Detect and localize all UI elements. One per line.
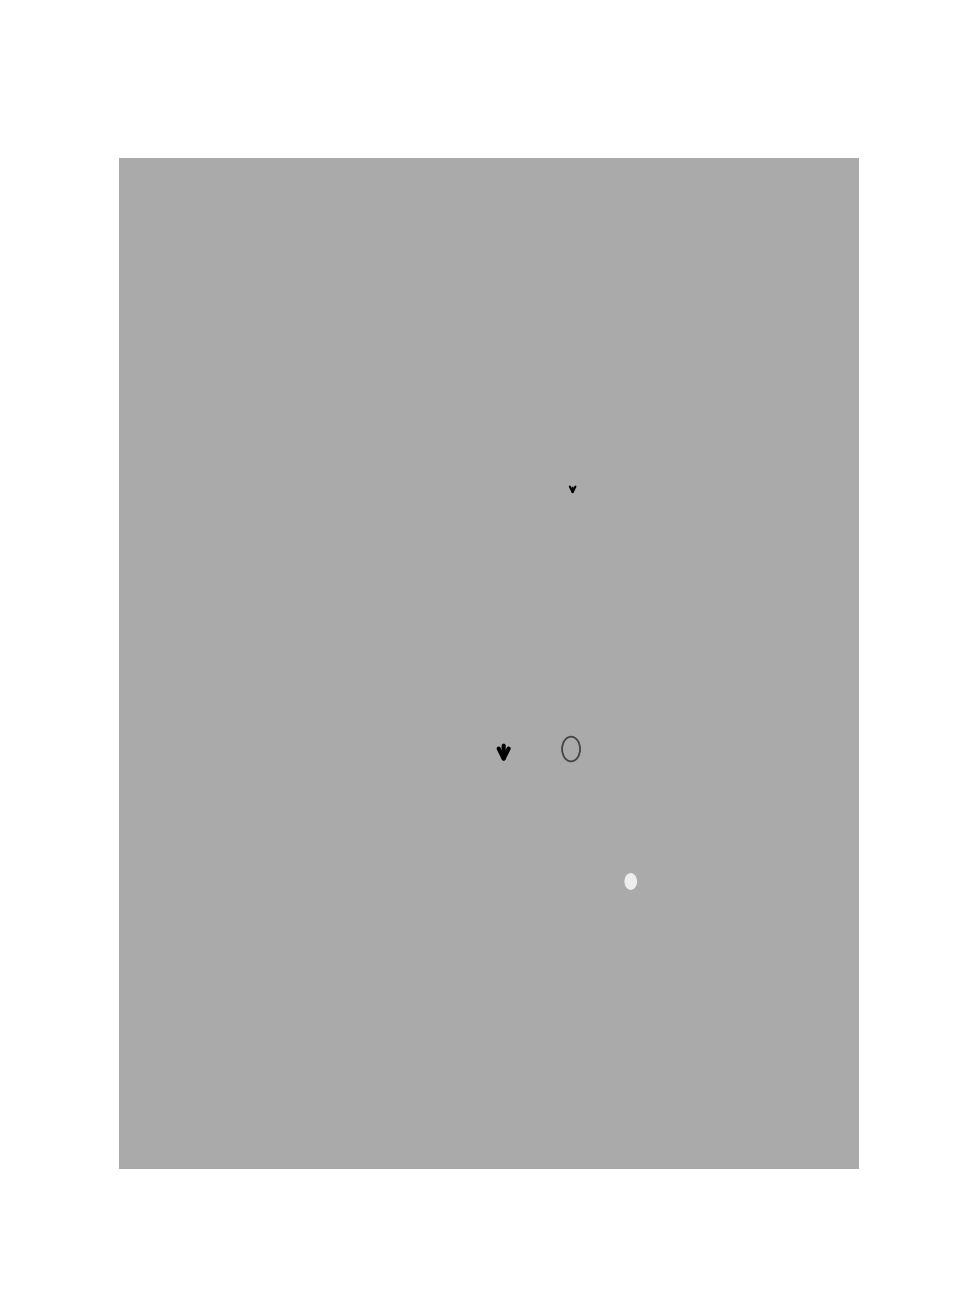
Text: 1/250: 1/250 — [566, 817, 598, 827]
Text: Vibration reduction: Vibration reduction — [604, 261, 749, 273]
Text: ⚡: ⚡ — [711, 306, 720, 317]
Text: •: • — [203, 866, 211, 878]
Text: Self-timer: Self-timer — [593, 591, 647, 600]
Text: 3: 3 — [166, 657, 187, 686]
Text: ↑: ↑ — [555, 530, 563, 540]
Text: seconds remaining before the shutter is: seconds remaining before the shutter is — [213, 765, 480, 778]
Text: release) is displayed (≁45). The self-timer ⌛ 10s and ⌛ 2s are not available.: release) is displayed (≁45). The self-ti… — [213, 586, 716, 599]
Text: ⌛ 10s: ⌛ 10s — [213, 530, 253, 543]
Text: Frame the picture and press the shutter-release button halfway.: Frame the picture and press the shutter-… — [193, 662, 845, 681]
Text: ⌛ 2s (two seconds): suitable for preventing camera: ⌛ 2s (two seconds): suitable for prevent… — [213, 544, 554, 556]
Text: Off: Off — [325, 275, 348, 288]
FancyBboxPatch shape — [469, 719, 537, 834]
Circle shape — [594, 855, 648, 929]
Text: ▣: ▣ — [555, 544, 564, 553]
Text: ⌛ 2s) and press the Ⓢ button.: ⌛ 2s) and press the Ⓢ button. — [193, 473, 484, 490]
Text: If the Ⓢ button is not pressed within a few seconds, the selection is set and th: If the Ⓢ button is not pressed within a … — [213, 616, 791, 629]
Text: turns OFF.: turns OFF. — [213, 850, 279, 863]
Text: ⌛ 2s: ⌛ 2s — [598, 519, 619, 528]
Text: ⌛10s: ⌛10s — [598, 509, 622, 519]
Text: OK: OK — [705, 365, 725, 378]
FancyBboxPatch shape — [553, 501, 593, 518]
FancyBboxPatch shape — [547, 452, 693, 607]
Text: Use the multi selector to select ⌛ 10s (or: Use the multi selector to select ⌛ 10s (… — [193, 456, 604, 473]
Circle shape — [681, 326, 749, 418]
Text: F5.6: F5.6 — [624, 817, 648, 827]
Text: •: • — [203, 689, 211, 702]
FancyBboxPatch shape — [596, 499, 641, 522]
Text: menu disappears.: menu disappears. — [213, 629, 333, 643]
Text: Shooting Features: Shooting Features — [125, 695, 135, 790]
Text: ⌛10s: ⌛10s — [555, 509, 579, 519]
Text: second before the shutter is released, the lamp: second before the shutter is released, t… — [213, 807, 531, 820]
Text: To change the time for self-timer, press ► before: To change the time for self-timer, press… — [213, 502, 537, 515]
Text: Press ◄ (⌛ self-timer) on the multi selector.: Press ◄ (⌛ self-timer) on the multi sele… — [193, 301, 548, 319]
Text: pressing the Ⓢ button.: pressing the Ⓢ button. — [213, 515, 361, 528]
Text: •: • — [203, 530, 211, 543]
FancyBboxPatch shape — [547, 719, 693, 834]
Text: ⌛ 2s: ⌛ 2s — [213, 544, 243, 556]
Text: •: • — [203, 502, 211, 515]
Text: [→]: [→] — [769, 364, 782, 372]
Text: way.: way. — [193, 735, 237, 753]
Text: •: • — [203, 616, 211, 629]
FancyBboxPatch shape — [547, 845, 693, 938]
Text: when using a tripod to stabilize the camera.: when using a tripod to stabilize the cam… — [348, 275, 647, 288]
FancyBboxPatch shape — [166, 897, 183, 913]
Text: 4: 4 — [166, 712, 187, 741]
Text: Set the focus and exposure.: Set the focus and exposure. — [213, 689, 400, 702]
FancyBboxPatch shape — [548, 590, 692, 606]
Text: Using the Self-timer: Using the Self-timer — [166, 205, 418, 226]
FancyBboxPatch shape — [674, 723, 688, 729]
Circle shape — [561, 737, 579, 761]
Text: •: • — [203, 752, 211, 765]
Text: ⌛ 10s (ten seconds): suitable for group pictures.: ⌛ 10s (ten seconds): suitable for group … — [213, 530, 534, 543]
Text: OFF: OFF — [244, 850, 274, 863]
Text: Off: Off — [555, 557, 569, 568]
Text: Press the shutter-release button all the: Press the shutter-release button all the — [193, 717, 595, 736]
Text: When using the self-timer, use of a tripod is recommended. Set: When using the self-timer, use of a trip… — [166, 261, 594, 273]
FancyBboxPatch shape — [119, 612, 141, 904]
Text: ⌛: ⌛ — [649, 363, 655, 373]
Text: The mode selected for the self-timer is displayed.: The mode selected for the self-timer is … — [213, 602, 544, 615]
Text: ℹ: ℹ — [172, 907, 176, 921]
Text: See “Self-timer: after release” (≁04) for more information.: See “Self-timer: after release” (≁04) fo… — [166, 922, 532, 936]
Text: press the shutter-release button again.: press the shutter-release button again. — [213, 879, 474, 892]
Circle shape — [699, 348, 732, 394]
Text: •: • — [203, 573, 211, 586]
Text: Pet portrait: Pet portrait — [315, 573, 403, 586]
Text: stops blinking and remains lit.: stops blinking and remains lit. — [213, 821, 415, 833]
Text: •: • — [203, 602, 211, 615]
Text: ⌛10: ⌛10 — [554, 473, 574, 482]
Text: while the timer is counting down. About one: while the timer is counting down. About … — [213, 792, 510, 805]
Text: The self-timer starts, and the number of: The self-timer starts, and the number of — [213, 752, 481, 765]
Text: 1: 1 — [166, 294, 187, 323]
Text: The self-timer is suitable for taking group pictures and reducing the vibration : The self-timer is suitable for taking gr… — [166, 233, 721, 246]
Text: 2: 2 — [166, 451, 187, 480]
Text: •: • — [203, 836, 211, 849]
Circle shape — [624, 874, 636, 890]
Text: When the shutter is released, the self-timer: When the shutter is released, the self-t… — [213, 836, 504, 849]
Text: shake.: shake. — [213, 557, 256, 570]
Text: the shutter-release button is pressed.: the shutter-release button is pressed. — [166, 247, 416, 260]
Text: When the shooting mode is set to Pet portrait in scene mode, ▣ (pet portrait aut: When the shooting mode is set to Pet por… — [213, 573, 760, 586]
Text: Features That Can Be Set Using the Multi Selector: Features That Can Be Set Using the Multi… — [166, 181, 460, 193]
FancyBboxPatch shape — [674, 457, 688, 464]
Text: •: • — [203, 544, 211, 556]
Text: ⌛9: ⌛9 — [564, 744, 577, 754]
Text: in the setup menu (≁04) to: in the setup menu (≁04) to — [166, 275, 352, 288]
Text: 64: 64 — [166, 1158, 182, 1171]
Text: To stop the timer before a picture is taken,: To stop the timer before a picture is ta… — [213, 866, 497, 878]
Text: More Information: More Information — [189, 905, 325, 920]
Text: released is displayed. The self-timer lamp blinks: released is displayed. The self-timer la… — [213, 779, 536, 792]
